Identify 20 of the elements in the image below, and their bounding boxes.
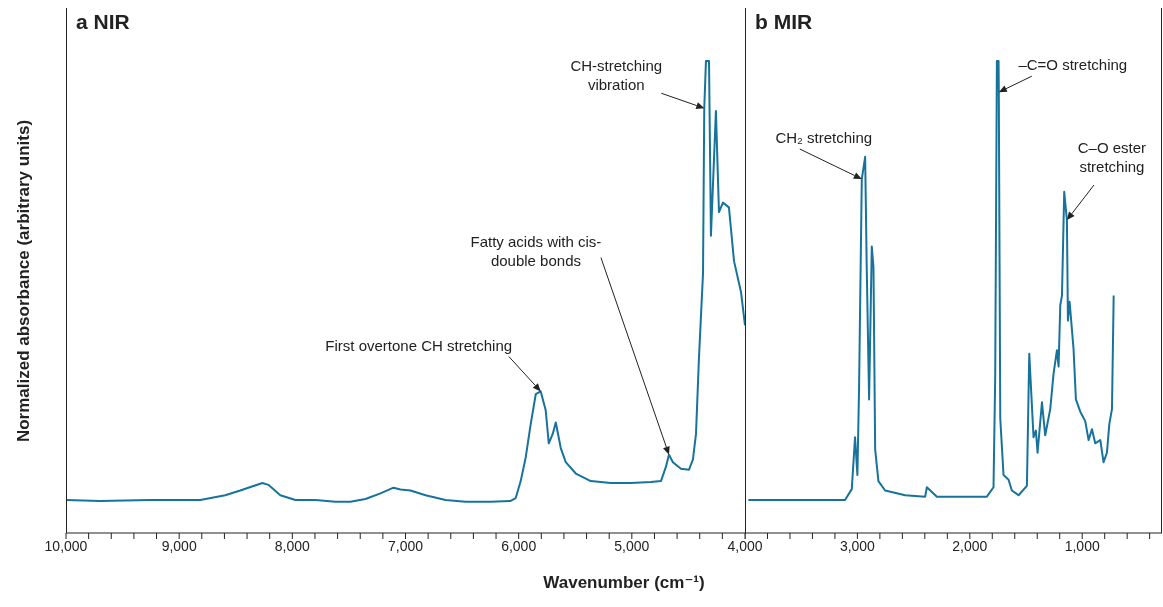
annotation: CH-stretching vibration [569,56,664,95]
annotation: –C=O stretching [1017,54,1129,74]
x-tick-label: 3,000 [839,537,876,554]
annotation: First overtone CH stretching [324,335,514,355]
y-axis-title: Normalized absorbance (arbitrary units) [14,119,34,442]
x-tick-label: 5,000 [614,537,650,554]
x-tick-label: 2,000 [952,537,988,554]
annotation: C–O ester stretching [1076,138,1148,177]
x-tick-label: 7,000 [387,537,424,554]
chart-title: b MIR [755,10,813,34]
x-tick-label: 1,000 [1064,537,1100,554]
annotation: Fatty acids with cis-double bonds [469,231,603,270]
x-tick-label: 6,000 [501,537,537,554]
x-tick-label: 4,000 [727,537,763,554]
x-tick-label: 8,000 [274,537,311,554]
x-axis-title: Wavenumber (cm⁻¹) [543,571,705,593]
x-tick-label: 10,000 [44,537,88,554]
x-tick-label: 9,000 [161,537,197,554]
annotation: CH₂ stretching [774,127,874,147]
chart-title: a NIR [76,10,130,34]
